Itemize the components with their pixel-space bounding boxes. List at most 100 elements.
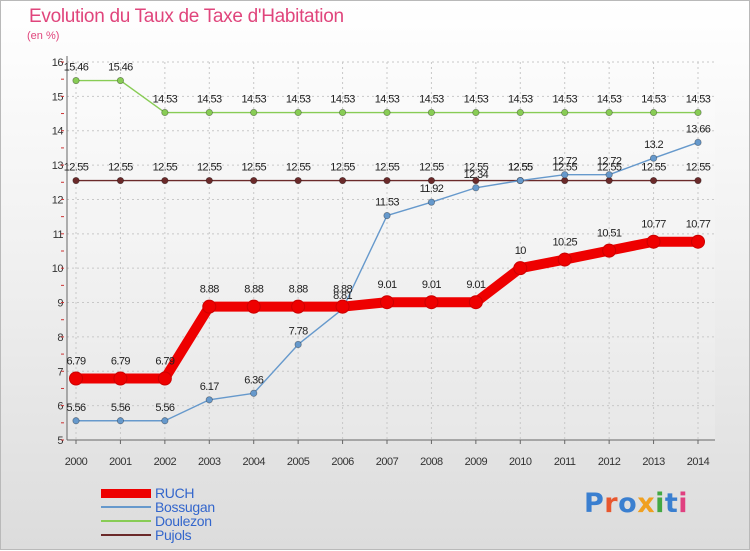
logo-letter: x [637,488,656,519]
data-point-doulezon [561,108,569,117]
data-point-pujols [205,176,213,185]
chart-legend: RUCH Bossugan Doulezon Pujols [101,486,215,542]
data-label-pujols: 12.55 [241,162,266,174]
data-label-ruch: 8.88 [333,284,352,296]
y-tick-label: 13 [52,160,64,172]
data-label-ruch: 8.88 [244,284,263,296]
data-point-bossugan [294,340,302,349]
data-point-ruch [646,234,661,249]
data-point-ruch [557,252,572,267]
data-label-doulezon: 14.53 [508,94,533,106]
legend-swatch [101,488,151,498]
data-label-pujols: 12.55 [464,162,489,174]
data-point-doulezon [116,76,125,85]
data-point-ruch [246,299,261,314]
data-label-pujols: 12.55 [375,162,400,174]
data-point-doulezon [427,108,436,117]
data-point-pujols [116,176,125,185]
data-label-doulezon: 14.53 [686,94,711,106]
chart-title: Evolution du Taux de Taxe d'Habitation [29,6,344,27]
y-tick-label: 10 [52,263,64,275]
x-tick-label: 2002 [154,456,177,468]
data-point-bossugan [383,212,391,220]
logo-letter: P [584,488,605,519]
x-tick-label: 2009 [465,456,488,468]
data-point-doulezon [205,108,213,117]
y-tick-label: 12 [52,194,64,206]
x-tick-label: 2012 [598,456,621,468]
data-point-doulezon [605,108,613,117]
data-point-bossugan [472,184,480,192]
x-tick-label: 2013 [642,456,665,468]
data-point-bossugan [250,389,258,397]
data-label-bossugan: 12.34 [464,169,489,181]
y-tick-label: 6 [57,401,63,413]
data-point-bossugan [694,138,702,147]
data-point-pujols [161,176,169,185]
data-label-doulezon: 14.53 [641,94,666,106]
data-point-doulezon [694,108,702,117]
data-point-doulezon [472,108,480,117]
data-point-ruch [602,243,617,258]
data-label-pujols: 12.55 [508,162,533,174]
data-label-doulezon: 14.53 [419,94,444,106]
data-label-bossugan: 5.56 [155,402,174,414]
data-label-ruch: 9.01 [377,279,396,291]
data-point-doulezon [294,108,302,117]
x-tick-label: 2000 [65,456,88,468]
data-point-doulezon [649,108,658,117]
data-point-pujols [472,176,480,185]
data-label-pujols: 12.55 [153,162,178,174]
data-label-doulezon: 14.53 [552,94,577,106]
unit-label: (en %) [27,30,60,42]
legend-swatch [101,506,151,508]
legend-label: Pujols [155,527,192,543]
legend-item-ruch: RUCH [101,486,215,500]
data-label-pujols: 12.55 [286,162,311,174]
data-label-ruch: 10.51 [597,228,622,240]
data-label-bossugan: 5.56 [111,402,130,414]
y-tick-label: 5 [57,435,63,447]
data-point-bossugan [561,171,569,179]
y-tick-label: 7 [57,366,63,378]
data-label-pujols: 12.55 [552,162,577,174]
data-label-bossugan: 7.78 [289,325,308,337]
legend-label: Doulezon [155,513,212,529]
x-tick-label: 2004 [242,456,265,468]
data-label-doulezon: 15.46 [108,62,133,74]
data-label-ruch: 6.79 [111,355,130,367]
data-label-pujols: 12.55 [330,162,355,174]
data-label-bossugan: 11.53 [375,197,399,209]
legend-swatch [101,520,151,522]
data-label-doulezon: 14.53 [197,94,222,106]
x-tick-label: 2014 [687,456,710,468]
data-point-ruch [335,299,350,314]
data-label-bossugan: 5.56 [66,402,85,414]
data-label-doulezon: 14.53 [597,94,622,106]
data-point-doulezon [72,76,80,85]
y-tick-label: 8 [57,332,63,344]
data-label-ruch: 9.01 [422,279,441,291]
data-point-pujols [294,176,302,185]
data-point-ruch [468,295,483,310]
data-label-pujols: 12.55 [108,162,133,174]
data-point-bossugan [427,198,436,206]
data-label-pujols: 12.55 [64,162,89,174]
x-tick-label: 2006 [331,456,354,468]
logo-letter: r [604,488,619,519]
legend-swatch [101,534,151,536]
data-label-ruch: 10.77 [641,219,666,231]
data-point-doulezon [338,108,347,117]
data-label-bossugan: 13.66 [686,123,711,135]
data-label-pujols: 12.55 [686,162,711,174]
data-point-pujols [250,176,258,185]
data-point-ruch [157,371,172,386]
x-tick-label: 2008 [420,456,443,468]
data-point-doulezon [516,108,524,117]
data-point-bossugan [205,396,213,404]
x-tick-label: 2011 [554,456,576,468]
data-point-ruch [691,234,705,249]
data-label-ruch: 9.01 [466,279,485,291]
